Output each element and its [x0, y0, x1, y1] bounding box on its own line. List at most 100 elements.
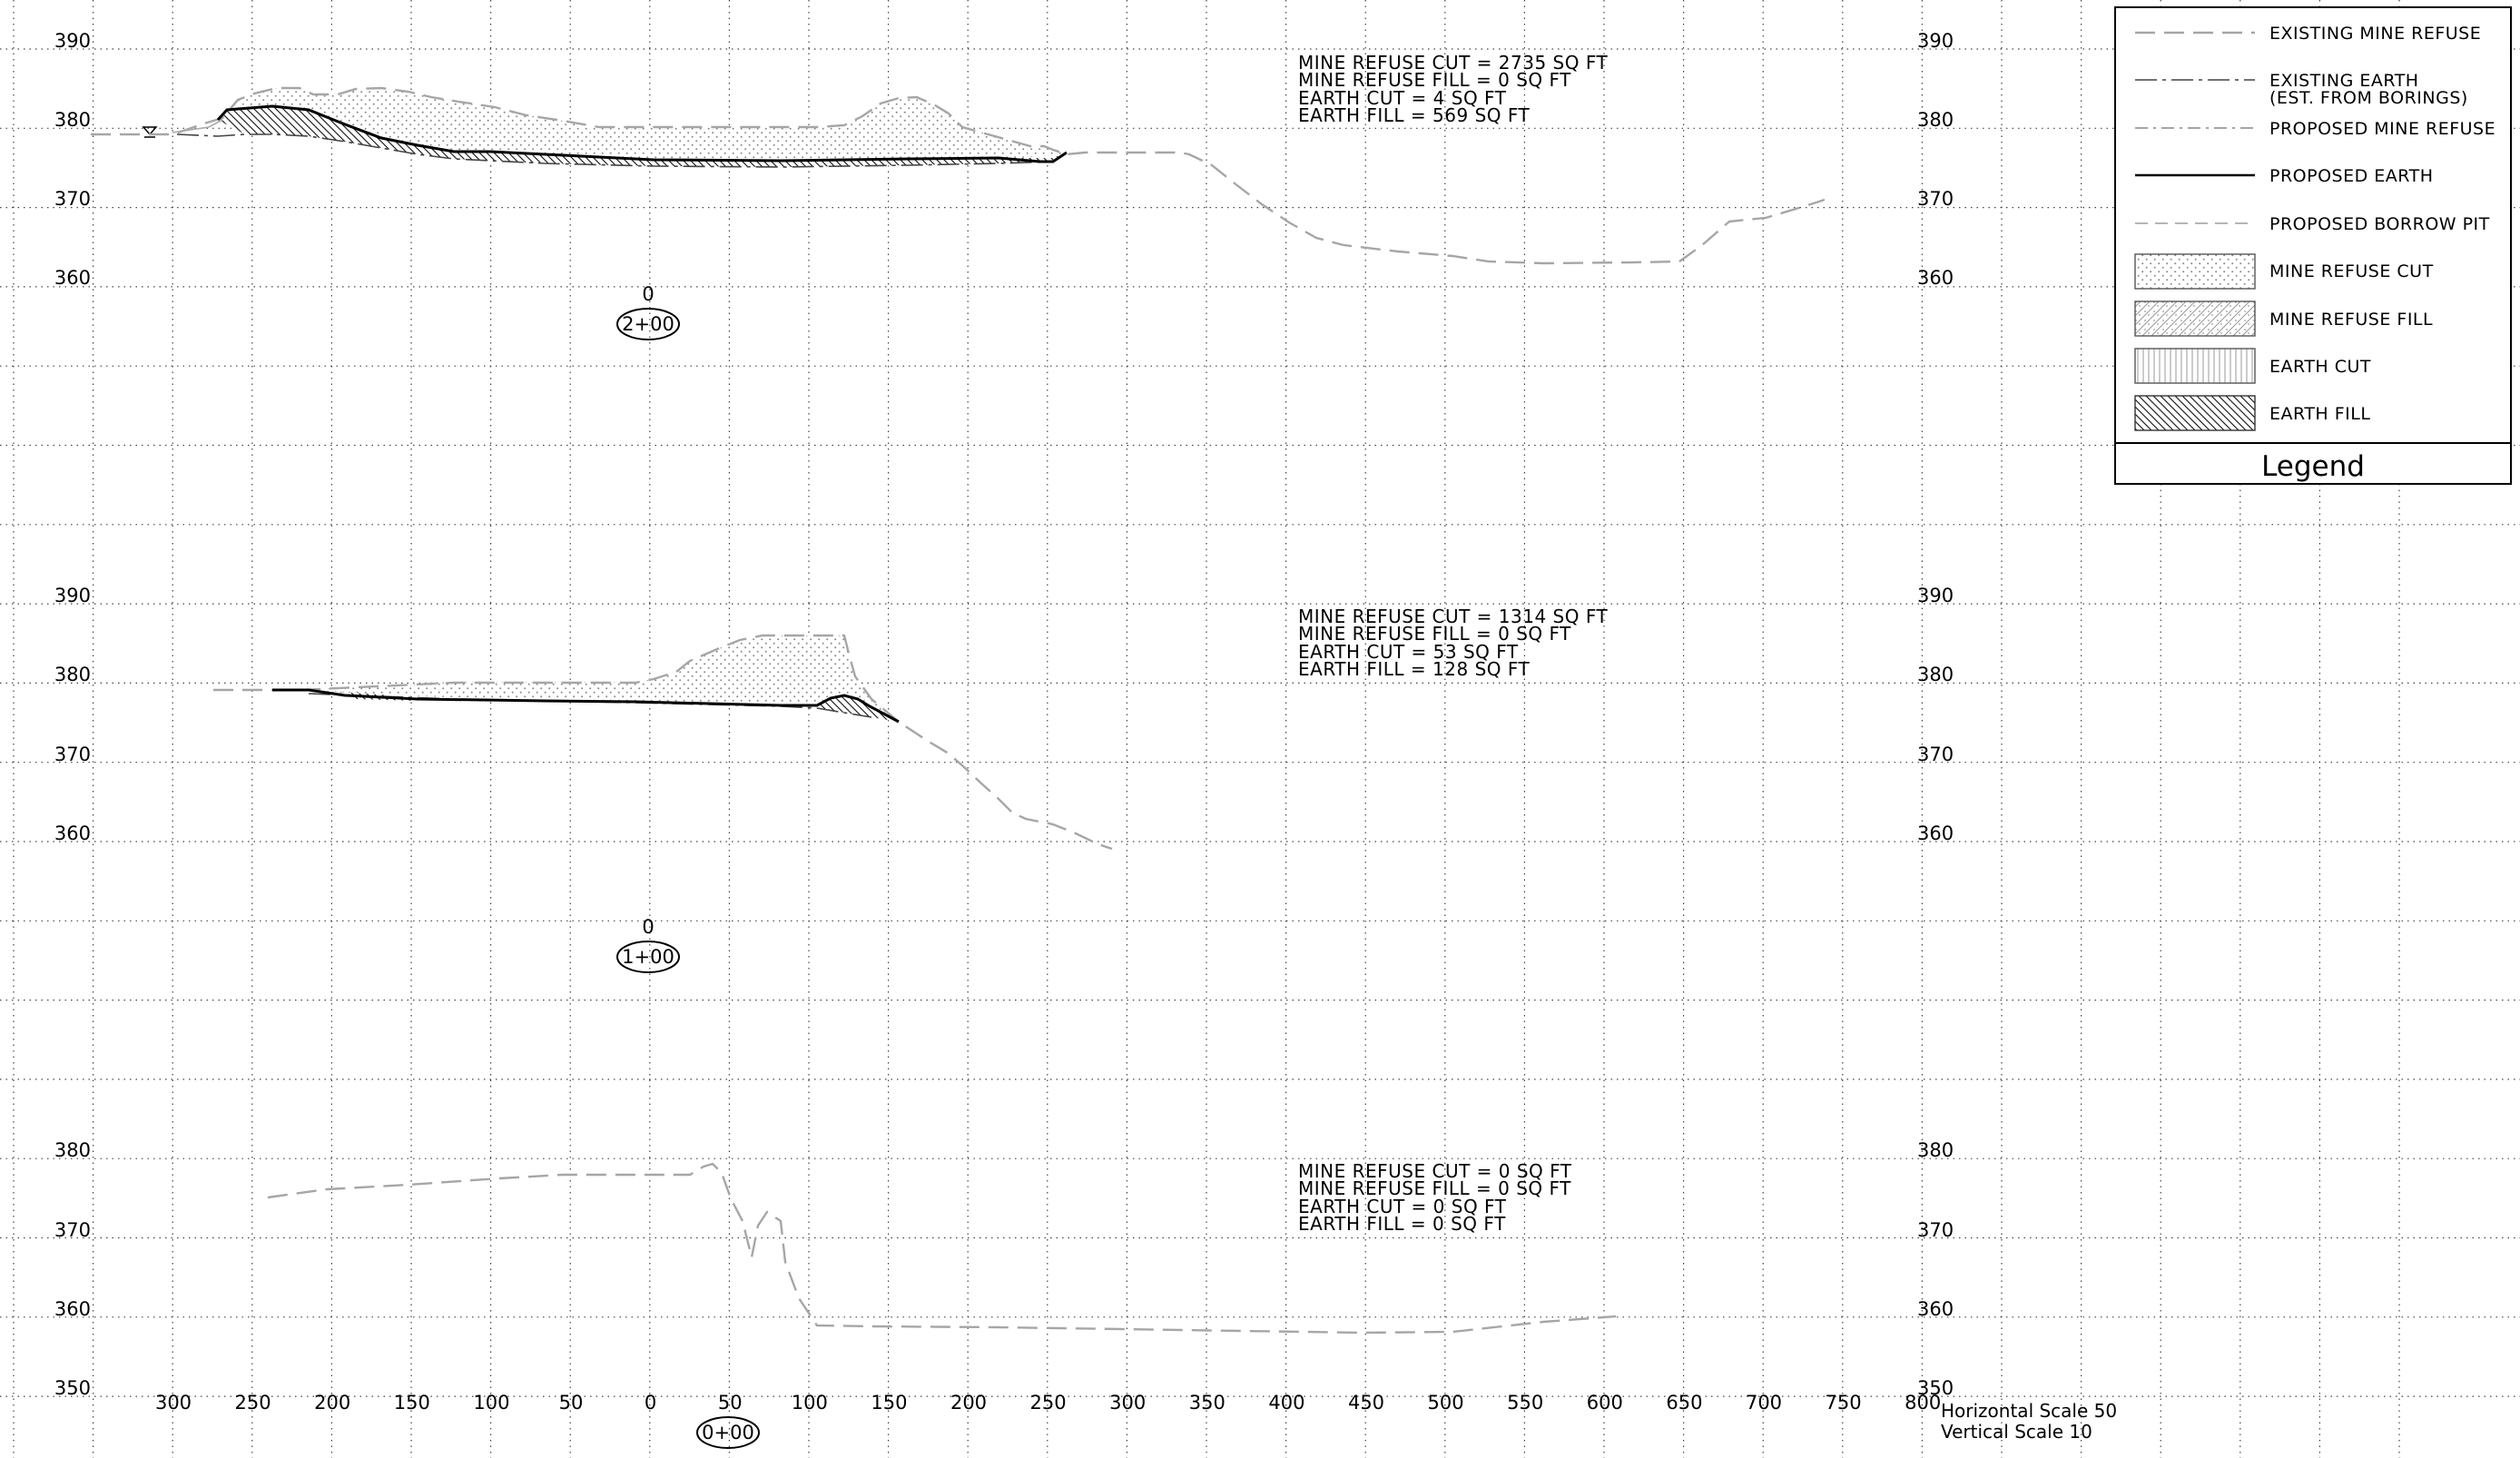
existing-mine-refuse-line — [267, 1162, 1617, 1335]
legend-label: MINE REFUSE CUT — [2269, 261, 2434, 281]
legend-label: MINE REFUSE FILL — [2269, 310, 2433, 330]
offset-tick-label: 600 — [1587, 1392, 1623, 1414]
section-1+00: 390 380 370 360 390 380 370 360 MINE REF… — [54, 585, 1954, 973]
elevation-label: 380 — [54, 664, 91, 685]
mine-refuse-cut-quantity: MINE REFUSE CUT = 2735 SQ FT — [1298, 52, 1608, 74]
station-ellipse — [616, 308, 680, 340]
offset-tick-label: 0 — [645, 1392, 656, 1414]
offset-tick-label: 100 — [473, 1392, 509, 1414]
station-ellipse — [616, 941, 680, 973]
station-label: 2+00 — [622, 313, 674, 335]
earth-fill-swatch — [2134, 395, 2256, 431]
elevation-labels-left: 390 380 370 360 — [54, 30, 91, 289]
elevation-label: 360 — [1917, 267, 1954, 289]
legend-label-secondary: (EST. FROM BORINGS) — [2269, 88, 2468, 108]
earth-cut-quantity: EARTH CUT = 4 SQ FT — [1298, 87, 1507, 109]
quantities-block: MINE REFUSE CUT = 1314 SQ FT MINE REFUSE… — [1298, 606, 1608, 680]
offset-tick-label: 650 — [1666, 1392, 1702, 1414]
quantities-block: MINE REFUSE CUT = 2735 SQ FT MINE REFUSE… — [1298, 52, 1608, 126]
elevation-label: 370 — [54, 1219, 91, 1241]
legend-title: Legend — [2261, 450, 2365, 483]
elevation-label: 390 — [1917, 30, 1954, 52]
section-0+00: 380 370 360 350 380 370 360 350 MINE REF… — [54, 1139, 2117, 1449]
offset-tick-label: 500 — [1428, 1392, 1464, 1414]
offset-tick-label: 200 — [950, 1392, 987, 1414]
elevation-labels-right: 390 380 370 360 — [1917, 30, 1954, 289]
existing-mine-refuse-line — [91, 86, 1826, 265]
mine-refuse-cut-quantity: MINE REFUSE CUT = 1314 SQ FT — [1298, 606, 1608, 627]
offset-tick-label: 250 — [235, 1392, 271, 1414]
elevation-label: 350 — [1917, 1377, 1954, 1399]
elevation-label: 370 — [54, 744, 91, 765]
earth-fill-area — [218, 106, 1067, 167]
elevation-label: 380 — [54, 1139, 91, 1161]
mine-refuse-cut-area — [300, 635, 899, 722]
elevation-label: 370 — [1917, 188, 1954, 210]
earth-fill-quantity: EARTH FILL = 128 SQ FT — [1298, 658, 1531, 680]
existing-earth-line — [176, 133, 1054, 168]
legend-label: EARTH CUT — [2269, 357, 2371, 377]
legend: Legend EXISTING MINE REFUSE EXISTING EAR… — [2114, 6, 2512, 485]
offset-tick-label: 50 — [559, 1392, 584, 1414]
mine-refuse-fill-quantity: MINE REFUSE FILL = 0 SQ FT — [1298, 623, 1571, 645]
elevation-label: 380 — [54, 109, 91, 131]
offset-tick-label: 450 — [1348, 1392, 1384, 1414]
horizontal-scale-label: Horizontal Scale 50 — [1941, 1400, 2117, 1422]
legend-label: EXISTING MINE REFUSE — [2269, 24, 2481, 44]
elevation-label: 350 — [54, 1377, 91, 1399]
mine-refuse-fill-quantity: MINE REFUSE FILL = 0 SQ FT — [1298, 1177, 1571, 1199]
offset-tick-label: 150 — [871, 1392, 907, 1414]
centerline-label: 0 — [642, 283, 654, 305]
offset-axis-labels: 300 250 200 150 100 50 0 50 100 150 200 250 300 350 40… — [155, 1392, 1941, 1414]
offset-tick-label: 750 — [1826, 1392, 1862, 1414]
elevation-label: 380 — [1917, 109, 1954, 131]
earth-cut-quantity: EARTH CUT = 53 SQ FT — [1298, 641, 1519, 663]
quantities-block: MINE REFUSE CUT = 0 SQ FT MINE REFUSE FI… — [1298, 1160, 1572, 1235]
mine-refuse-cut-swatch — [2134, 253, 2256, 290]
elevation-labels-right: 390 380 370 360 — [1917, 585, 1954, 844]
offset-tick-label: 200 — [314, 1392, 350, 1414]
elevation-labels-left: 390 380 370 360 — [54, 585, 91, 844]
legend-label: EXISTING EARTH — [2269, 71, 2419, 91]
elevation-label: 380 — [1917, 664, 1954, 685]
elevation-label: 360 — [54, 1298, 91, 1320]
elevation-label: 390 — [54, 30, 91, 52]
mine-refuse-fill-swatch — [2134, 300, 2256, 337]
vertical-scale-label: Vertical Scale 10 — [1941, 1421, 2092, 1443]
elevation-label: 360 — [54, 823, 91, 844]
elevation-label: 360 — [1917, 823, 1954, 844]
offset-tick-label: 300 — [1109, 1392, 1146, 1414]
offset-tick-label: 800 — [1905, 1392, 1941, 1414]
mine-refuse-cut-quantity: MINE REFUSE CUT = 0 SQ FT — [1298, 1160, 1572, 1182]
earth-fill-quantity: EARTH FILL = 569 SQ FT — [1298, 104, 1531, 126]
station-label: 1+00 — [622, 946, 674, 968]
offset-tick-label: 300 — [155, 1392, 192, 1414]
water-level-icon — [142, 126, 158, 138]
earth-cut-swatch — [2134, 348, 2256, 384]
elevation-label: 390 — [1917, 585, 1954, 606]
existing-mine-refuse-line — [213, 634, 1113, 851]
legend-label: PROPOSED BORROW PIT — [2269, 214, 2490, 234]
station-label: 0+00 — [702, 1422, 754, 1443]
station-ellipse — [696, 1416, 760, 1449]
offset-tick-label: 250 — [1030, 1392, 1067, 1414]
earth-fill-quantity: EARTH FILL = 0 SQ FT — [1298, 1213, 1506, 1235]
proposed-mine-refuse-line — [172, 119, 223, 133]
elevation-label: 370 — [54, 188, 91, 210]
offset-tick-label: 100 — [792, 1392, 828, 1414]
elevation-label: 370 — [1917, 744, 1954, 765]
centerline-label: 0 — [642, 916, 654, 938]
offset-tick-label: 50 — [718, 1392, 743, 1414]
elevation-labels-left: 380 370 360 350 — [54, 1139, 91, 1399]
elevation-labels-right: 380 370 360 350 — [1917, 1139, 1954, 1399]
elevation-label: 360 — [54, 267, 91, 289]
offset-tick-label: 150 — [394, 1392, 430, 1414]
earth-cut-quantity: EARTH CUT = 0 SQ FT — [1298, 1196, 1507, 1217]
legend-label: PROPOSED EARTH — [2269, 166, 2433, 186]
elevation-label: 360 — [1917, 1298, 1954, 1320]
elevation-label: 370 — [1917, 1219, 1954, 1241]
section-2+00: 390 380 370 360 390 380 370 360 MINE REF… — [54, 30, 1954, 340]
mine-refuse-fill-quantity: MINE REFUSE FILL = 0 SQ FT — [1298, 69, 1571, 91]
proposed-earth-line — [272, 688, 900, 724]
